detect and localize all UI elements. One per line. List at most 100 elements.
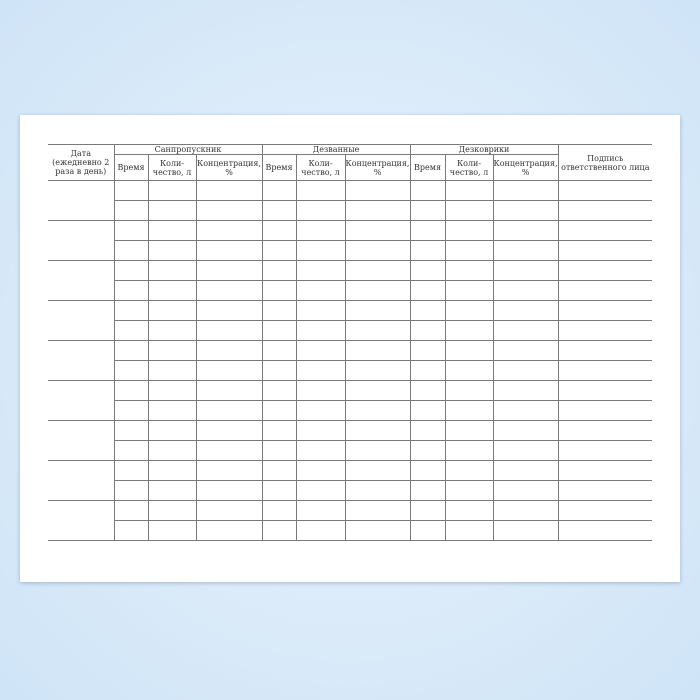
entry-cell[interactable] bbox=[444, 360, 494, 381]
date-cell[interactable] bbox=[48, 220, 115, 261]
signature-cell[interactable] bbox=[557, 400, 653, 421]
entry-cell[interactable] bbox=[492, 360, 559, 381]
entry-cell[interactable] bbox=[492, 400, 559, 421]
entry-cell[interactable] bbox=[147, 440, 197, 461]
signature-cell[interactable] bbox=[557, 300, 653, 321]
entry-cell[interactable] bbox=[492, 520, 559, 541]
entry-cell[interactable] bbox=[195, 460, 263, 481]
entry-cell[interactable] bbox=[492, 200, 559, 221]
entry-cell[interactable] bbox=[409, 360, 446, 381]
signature-cell[interactable] bbox=[557, 480, 653, 501]
entry-cell[interactable] bbox=[344, 420, 411, 441]
entry-cell[interactable] bbox=[147, 280, 197, 301]
entry-cell[interactable] bbox=[114, 240, 149, 261]
entry-cell[interactable] bbox=[344, 280, 411, 301]
signature-cell[interactable] bbox=[557, 280, 653, 301]
entry-cell[interactable] bbox=[261, 400, 297, 421]
entry-cell[interactable] bbox=[444, 420, 494, 441]
entry-cell[interactable] bbox=[295, 460, 346, 481]
entry-cell[interactable] bbox=[147, 240, 197, 261]
entry-cell[interactable] bbox=[261, 180, 297, 201]
entry-cell[interactable] bbox=[444, 280, 494, 301]
entry-cell[interactable] bbox=[261, 260, 297, 281]
signature-cell[interactable] bbox=[557, 180, 653, 201]
entry-cell[interactable] bbox=[444, 440, 494, 461]
entry-cell[interactable] bbox=[295, 300, 346, 321]
date-cell[interactable] bbox=[48, 300, 115, 341]
entry-cell[interactable] bbox=[344, 200, 411, 221]
entry-cell[interactable] bbox=[409, 480, 446, 501]
entry-cell[interactable] bbox=[444, 500, 494, 521]
entry-cell[interactable] bbox=[444, 180, 494, 201]
entry-cell[interactable] bbox=[444, 520, 494, 541]
entry-cell[interactable] bbox=[492, 500, 559, 521]
entry-cell[interactable] bbox=[409, 320, 446, 341]
entry-cell[interactable] bbox=[344, 180, 411, 201]
entry-cell[interactable] bbox=[409, 180, 446, 201]
entry-cell[interactable] bbox=[114, 360, 149, 381]
entry-cell[interactable] bbox=[261, 480, 297, 501]
entry-cell[interactable] bbox=[147, 180, 197, 201]
entry-cell[interactable] bbox=[114, 400, 149, 421]
entry-cell[interactable] bbox=[344, 520, 411, 541]
entry-cell[interactable] bbox=[295, 520, 346, 541]
entry-cell[interactable] bbox=[147, 200, 197, 221]
entry-cell[interactable] bbox=[444, 240, 494, 261]
entry-cell[interactable] bbox=[261, 520, 297, 541]
entry-cell[interactable] bbox=[114, 480, 149, 501]
entry-cell[interactable] bbox=[492, 440, 559, 461]
entry-cell[interactable] bbox=[195, 400, 263, 421]
entry-cell[interactable] bbox=[409, 460, 446, 481]
entry-cell[interactable] bbox=[344, 320, 411, 341]
date-cell[interactable] bbox=[48, 180, 115, 221]
entry-cell[interactable] bbox=[409, 240, 446, 261]
entry-cell[interactable] bbox=[444, 260, 494, 281]
entry-cell[interactable] bbox=[344, 340, 411, 361]
entry-cell[interactable] bbox=[147, 400, 197, 421]
signature-cell[interactable] bbox=[557, 520, 653, 541]
entry-cell[interactable] bbox=[261, 460, 297, 481]
entry-cell[interactable] bbox=[295, 280, 346, 301]
entry-cell[interactable] bbox=[114, 440, 149, 461]
entry-cell[interactable] bbox=[195, 180, 263, 201]
signature-cell[interactable] bbox=[557, 220, 653, 241]
entry-cell[interactable] bbox=[409, 380, 446, 401]
entry-cell[interactable] bbox=[344, 460, 411, 481]
entry-cell[interactable] bbox=[195, 380, 263, 401]
entry-cell[interactable] bbox=[295, 240, 346, 261]
entry-cell[interactable] bbox=[444, 400, 494, 421]
entry-cell[interactable] bbox=[295, 480, 346, 501]
entry-cell[interactable] bbox=[113, 260, 149, 281]
entry-cell[interactable] bbox=[195, 420, 263, 441]
signature-cell[interactable] bbox=[557, 420, 653, 441]
signature-cell[interactable] bbox=[557, 340, 653, 361]
entry-cell[interactable] bbox=[195, 280, 263, 301]
entry-cell[interactable] bbox=[295, 380, 346, 401]
entry-cell[interactable] bbox=[147, 220, 197, 241]
entry-cell[interactable] bbox=[261, 420, 297, 441]
entry-cell[interactable] bbox=[344, 400, 411, 421]
entry-cell[interactable] bbox=[409, 340, 446, 361]
entry-cell[interactable] bbox=[114, 200, 149, 221]
entry-cell[interactable] bbox=[295, 320, 346, 341]
entry-cell[interactable] bbox=[147, 360, 197, 381]
entry-cell[interactable] bbox=[261, 340, 297, 361]
entry-cell[interactable] bbox=[344, 300, 411, 321]
entry-cell[interactable] bbox=[147, 520, 197, 541]
signature-cell[interactable] bbox=[557, 320, 653, 341]
entry-cell[interactable] bbox=[295, 360, 346, 381]
signature-cell[interactable] bbox=[557, 240, 653, 261]
entry-cell[interactable] bbox=[409, 440, 446, 461]
entry-cell[interactable] bbox=[295, 420, 346, 441]
entry-cell[interactable] bbox=[409, 300, 446, 321]
entry-cell[interactable] bbox=[444, 340, 494, 361]
entry-cell[interactable] bbox=[195, 200, 263, 221]
signature-cell[interactable] bbox=[557, 440, 653, 461]
entry-cell[interactable] bbox=[113, 220, 149, 241]
entry-cell[interactable] bbox=[113, 380, 149, 401]
signature-cell[interactable] bbox=[557, 260, 653, 281]
entry-cell[interactable] bbox=[344, 360, 411, 381]
entry-cell[interactable] bbox=[344, 240, 411, 261]
entry-cell[interactable] bbox=[409, 260, 446, 281]
entry-cell[interactable] bbox=[113, 500, 149, 521]
